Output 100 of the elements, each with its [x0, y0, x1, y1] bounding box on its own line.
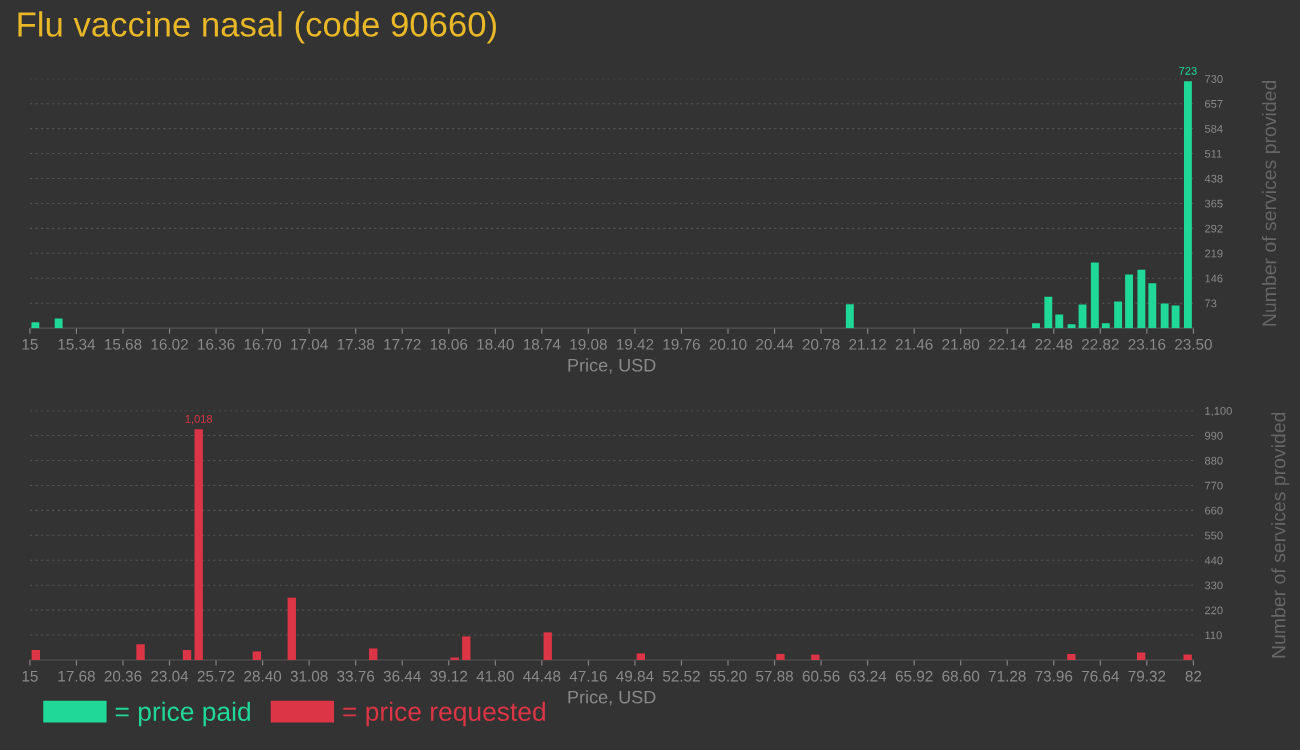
- x-tick-label: 15: [22, 670, 38, 682]
- x-tick-label: 15: [22, 339, 38, 350]
- x-tick-label: 55.20: [709, 670, 747, 682]
- bar: [1067, 324, 1076, 329]
- y-tick-label: 365: [1204, 199, 1223, 208]
- x-tick-label: 73.96: [1035, 670, 1073, 682]
- y-tick-label: 770: [1205, 481, 1223, 490]
- x-tick-label: 19.42: [616, 338, 654, 350]
- x-tick-label: 33.76: [337, 670, 375, 682]
- bar: [636, 653, 646, 660]
- x-tick-label: 20.10: [709, 338, 747, 350]
- bar: [811, 654, 820, 660]
- x-tick-label: 57.88: [756, 670, 793, 682]
- x-tick-label: 71.28: [988, 670, 1026, 682]
- x-tick-label: 49.84: [616, 670, 654, 682]
- y-tick-label: 220: [1205, 606, 1223, 615]
- y-tick-label: 110: [1205, 631, 1222, 640]
- x-tick-label: 21.46: [895, 338, 933, 350]
- bar: [1101, 323, 1110, 329]
- x-tick-label: 52.52: [662, 670, 700, 682]
- y-tick-label: 990: [1205, 431, 1223, 440]
- bar: [369, 648, 378, 660]
- x-tick-label: 20.44: [756, 338, 794, 350]
- bar: [1171, 305, 1180, 329]
- x-tick-label: 17.68: [58, 670, 95, 682]
- y-tick-label: 550: [1204, 531, 1223, 540]
- bar: [1148, 283, 1157, 329]
- bar: [1125, 274, 1134, 329]
- x-tick-label: 79.32: [1128, 670, 1166, 682]
- x-tick-label: 39.12: [430, 670, 468, 682]
- x-tick-label: 36.44: [383, 670, 421, 682]
- x-tick-label: 16.70: [244, 338, 282, 350]
- x-tick-label: 22.48: [1035, 338, 1073, 350]
- x-tick-label: 18.06: [430, 338, 468, 350]
- x-tick-label: 22.14: [988, 338, 1026, 350]
- x-tick-label: 15.68: [105, 338, 142, 350]
- x-tick-label: 17.38: [337, 338, 375, 350]
- legend-label: = price requested: [343, 701, 545, 727]
- y-tick-label: 438: [1204, 174, 1223, 183]
- y-tick-label: 511: [1204, 149, 1222, 158]
- bar: [1137, 269, 1146, 329]
- y-tick-label: 660: [1205, 506, 1223, 515]
- y-tick-label: 219: [1205, 249, 1223, 258]
- bar: [1160, 303, 1169, 329]
- x-tick-label: 65.92: [895, 670, 933, 682]
- x-tick-label: 25.72: [197, 670, 235, 682]
- x-tick-label: 76.64: [1081, 670, 1119, 682]
- bar: [252, 651, 262, 660]
- bar: [776, 653, 785, 660]
- y-tick-label: 657: [1205, 99, 1223, 108]
- x-tick-label: 63.24: [849, 670, 887, 682]
- bar: [31, 650, 40, 660]
- x-tick-label: 20.78: [802, 338, 840, 350]
- x-tick-label: 16.02: [151, 338, 188, 350]
- bar: [1032, 323, 1040, 329]
- y-tick-label: 440: [1204, 556, 1223, 565]
- y-tick-label: 146: [1205, 274, 1223, 283]
- x-tick-label: 19.08: [570, 338, 607, 350]
- bar: [194, 429, 203, 660]
- x-axis-title: Price, USD: [568, 690, 656, 706]
- x-tick-label: 23.16: [1128, 338, 1166, 350]
- bar: [543, 632, 552, 660]
- x-tick-label: 41.80: [476, 670, 514, 682]
- x-tick-label: 20.36: [104, 670, 142, 682]
- x-tick-label: 17.72: [384, 338, 421, 350]
- x-tick-label: 23.50: [1175, 338, 1212, 350]
- x-tick-label: 44.48: [523, 670, 561, 682]
- x-tick-label: 60.56: [802, 670, 840, 682]
- data-label: 723: [1179, 66, 1197, 75]
- bar: [845, 304, 854, 329]
- x-tick-label: 68.60: [942, 670, 980, 682]
- x-tick-label: 17.04: [291, 338, 328, 350]
- x-tick-label: 21.12: [849, 338, 886, 350]
- x-axis-title: Price, USD: [568, 358, 656, 374]
- bar: [1044, 296, 1053, 329]
- y-tick-label: 584: [1204, 124, 1223, 133]
- x-tick-label: 16.36: [198, 338, 235, 350]
- bar: [1090, 262, 1099, 329]
- x-tick-label: 28.40: [244, 670, 282, 682]
- x-tick-label: 82: [1185, 670, 1202, 682]
- bar: [182, 650, 192, 660]
- y-tick-label: 292: [1205, 224, 1223, 233]
- y-tick-label: 330: [1204, 581, 1223, 590]
- bar: [1183, 654, 1192, 660]
- y-tick-label: 1,100: [1205, 406, 1232, 417]
- bar: [1114, 301, 1123, 329]
- x-tick-label: 22.82: [1081, 338, 1119, 350]
- x-tick-label: 47.16: [569, 670, 607, 682]
- bar: [1067, 653, 1076, 660]
- y-tick-label: 880: [1204, 456, 1223, 465]
- data-label: 1,018: [185, 414, 213, 425]
- x-tick-label: 23.04: [151, 670, 189, 682]
- bar: [54, 318, 63, 329]
- x-tick-label: 15.34: [58, 338, 96, 350]
- bar: [462, 636, 471, 660]
- x-tick-label: 18.74: [523, 338, 561, 350]
- bar: [136, 644, 145, 660]
- x-tick-label: 21.80: [942, 338, 980, 350]
- bar: [1183, 81, 1192, 329]
- y-tick-label: 730: [1205, 75, 1223, 83]
